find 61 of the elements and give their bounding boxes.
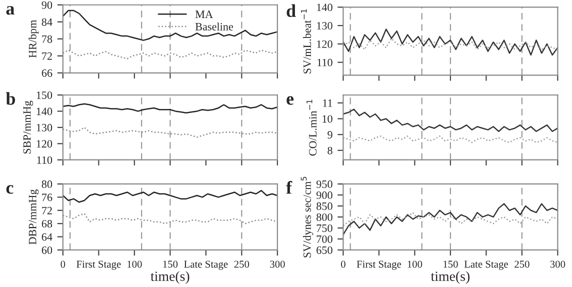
y-tick-label: 650	[316, 246, 332, 254]
y-tick-label: 800	[316, 213, 332, 221]
y-tick-label: 72	[42, 206, 52, 214]
y-tick-label: 78	[42, 35, 52, 43]
x-axis-title: time(s)	[150, 271, 190, 284]
y-tick-label: 110	[37, 156, 52, 164]
chart-title: a	[6, 6, 14, 15]
y-tick-label: 68	[42, 220, 52, 228]
y-tick-label: 64	[42, 233, 52, 241]
y-tick-label: 110	[318, 58, 332, 66]
y-tick-label: 900	[316, 191, 332, 199]
y-tick-label: 150	[36, 91, 52, 99]
x-tick-label: First Stage	[76, 260, 121, 270]
y-axis-title: DBP/mmHg	[28, 189, 39, 244]
chart-title: d	[286, 4, 296, 18]
y-tick-label: 140	[36, 108, 52, 116]
chart-title: e	[286, 96, 294, 105]
y-tick-label: 700	[316, 235, 332, 243]
x-tick-label: 150	[444, 260, 458, 268]
y-tick-label: 11	[323, 99, 332, 107]
x-tick-label: 100	[408, 260, 422, 268]
y-tick-label: 8	[328, 146, 332, 154]
x-tick-label: 150	[163, 260, 178, 268]
x-tick-label: 100	[128, 260, 142, 268]
y-tick-label: 130	[36, 124, 52, 132]
chart-title: f	[286, 180, 292, 194]
y-axis-title: HR/bpm	[28, 20, 39, 58]
x-tick-label: 250	[514, 260, 530, 268]
y-tick-label: 850	[316, 202, 332, 210]
y-tick-label: 9	[328, 131, 332, 139]
y-tick-label: 140	[317, 4, 332, 12]
x-tick-label: 300	[270, 260, 285, 268]
y-tick-label: 750	[316, 224, 332, 232]
x-tick-label: 0	[340, 260, 346, 268]
y-tick-label: 76	[42, 194, 52, 202]
y-axis-title: SBP/mmHg	[23, 100, 34, 154]
y-axis-title: CO/L.min$^{−1}$	[306, 100, 317, 156]
x-tick-label: 250	[234, 260, 250, 268]
y-tick-label: 950	[316, 180, 332, 188]
y-tick-label: 60	[42, 246, 52, 254]
x-axis-title: time(s)	[430, 271, 470, 284]
x-tick-label: 0	[60, 260, 66, 268]
y-tick-label: 120	[317, 40, 332, 48]
x-tick-label: 300	[550, 260, 566, 268]
legend-label: MA	[195, 10, 213, 18]
y-tick-label: 80	[42, 180, 52, 188]
y-tick-label: 130	[317, 22, 332, 30]
y-tick-label: 66	[42, 69, 52, 77]
y-axis-title: SV/dynes sec/cm$^{5}$	[300, 176, 314, 258]
x-tick-label: Late Stage	[464, 260, 508, 270]
x-tick-label: First Stage	[356, 260, 402, 270]
y-tick-label: 84	[42, 18, 52, 26]
y-tick-label: 120	[36, 140, 52, 148]
chart-title: c	[6, 185, 14, 194]
y-tick-label: 72	[42, 52, 52, 60]
legend-label: Baseline	[195, 22, 233, 30]
x-tick-label: Late Stage	[184, 260, 228, 270]
y-tick-label: 90	[42, 1, 52, 9]
y-axis-title: SV/mL.beat$^{−1}$	[300, 9, 312, 74]
y-tick-label: 10	[322, 115, 332, 123]
chart-title: b	[6, 92, 16, 105]
